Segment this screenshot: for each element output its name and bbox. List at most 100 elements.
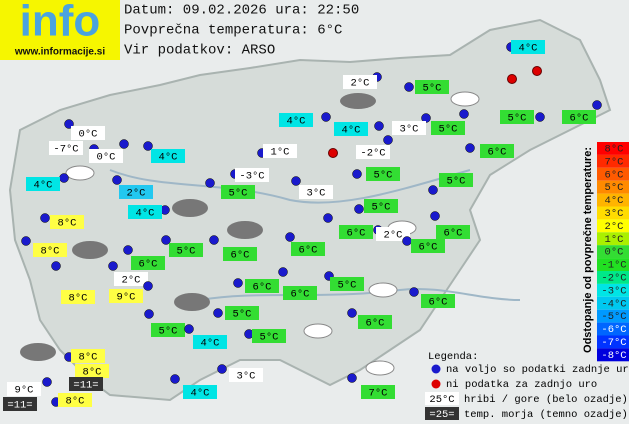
- station-dot: [217, 364, 227, 374]
- legend-sample-text: 25°C: [429, 394, 454, 406]
- station-dot: [59, 173, 69, 183]
- logo: info: [20, 0, 101, 46]
- temp-label: 8°C: [79, 351, 98, 363]
- temp-box: [225, 306, 259, 320]
- legend-dot: [431, 379, 441, 389]
- station-dot: [354, 204, 364, 214]
- river: [109, 169, 471, 204]
- temp-label: 2°C: [384, 229, 403, 241]
- station-dot: [465, 143, 475, 153]
- scale-label: -8°C: [601, 350, 626, 362]
- scale-label: 3°C: [605, 208, 624, 220]
- station-dot: [428, 185, 438, 195]
- scale-swatch: [597, 335, 629, 349]
- temp-box: [223, 247, 257, 261]
- temp-label: 9°C: [15, 384, 34, 396]
- temp-box: [411, 239, 445, 253]
- scale-swatch: [597, 271, 629, 284]
- station-dot: [402, 236, 412, 246]
- scale-label: 1°C: [605, 234, 624, 246]
- scale-label: 0°C: [605, 247, 624, 259]
- legend-sample-text: =25=: [429, 409, 454, 421]
- temp-box: [71, 126, 105, 140]
- temp-label: 3°C: [400, 123, 419, 135]
- scale-label: 6°C: [605, 169, 624, 181]
- station-dot: [51, 261, 61, 271]
- station-dot: [383, 135, 393, 145]
- station-dot: [112, 175, 122, 185]
- temp-box: [330, 277, 364, 291]
- country-shape: [8, 18, 612, 402]
- temp-label: 6°C: [444, 227, 463, 239]
- temp-box: [49, 141, 83, 155]
- temp-box: [283, 286, 317, 300]
- legend-text: na voljo so podatki zadnje ure: [446, 364, 629, 376]
- temp-label: -2°C: [360, 147, 385, 159]
- temp-box: [339, 225, 373, 239]
- temp-box: [75, 364, 109, 378]
- temp-box: [392, 121, 426, 135]
- temp-box: [334, 122, 368, 136]
- legend-sample: [425, 407, 459, 420]
- temp-box: [358, 315, 392, 329]
- temp-label: 2°C: [127, 187, 146, 199]
- temp-box: [299, 185, 333, 199]
- scale-swatch: [597, 193, 629, 207]
- station-dot: [285, 232, 295, 242]
- temp-label: 3°C: [237, 370, 256, 382]
- temp-box: [33, 243, 67, 257]
- temp-label: 2°C: [122, 274, 141, 286]
- temp-box: [436, 225, 470, 239]
- temp-label: 5°C: [260, 331, 279, 343]
- temp-label: 8°C: [69, 292, 88, 304]
- scale-swatch: [597, 180, 629, 194]
- temp-box: [58, 393, 92, 407]
- scale-label: -3°C: [601, 285, 626, 297]
- temp-box: [263, 144, 297, 158]
- temp-box: [562, 110, 596, 124]
- temp-label: 8°C: [66, 395, 85, 407]
- station-dot: [108, 261, 118, 271]
- temp-label: 5°C: [508, 112, 527, 124]
- temp-box: [193, 335, 227, 349]
- scale-swatch: [597, 245, 629, 259]
- scale-swatch: [597, 219, 629, 233]
- scale-label: 7°C: [605, 156, 624, 168]
- temp-box: [69, 377, 103, 391]
- temp-label: 9°C: [117, 291, 136, 303]
- temp-label: 6°C: [253, 281, 272, 293]
- temp-label: 5°C: [159, 325, 178, 337]
- station-dot: [535, 112, 545, 122]
- missing-dot: [328, 148, 338, 158]
- temp-box: [500, 110, 534, 124]
- station-dot: [21, 236, 31, 246]
- temp-label: 6°C: [139, 258, 158, 270]
- temp-box: [361, 385, 395, 399]
- temp-label: -7°C: [53, 143, 78, 155]
- temp-box: [356, 145, 390, 159]
- temp-box: [279, 113, 313, 127]
- temp-label: 4°C: [191, 387, 210, 399]
- scale-label: -2°C: [601, 272, 626, 284]
- station-dot: [184, 324, 194, 334]
- temp-label: 5°C: [372, 201, 391, 213]
- temp-box: [252, 329, 286, 343]
- legend-text: ni podatka za zadnjo uro: [446, 379, 597, 391]
- missing-dot: [507, 74, 517, 84]
- temp-label: 5°C: [447, 175, 466, 187]
- station-dot: [323, 213, 333, 223]
- scale-label: -6°C: [601, 324, 626, 336]
- scale-swatch: [597, 206, 629, 220]
- legend-title: Legenda:: [428, 351, 478, 363]
- station-dot: [592, 100, 602, 110]
- temp-box: [50, 215, 84, 229]
- scale-title: Odstopanje od povprečne temperature:: [582, 147, 594, 353]
- legend-text: temp. morja (temno ozadje): [464, 409, 628, 421]
- temp-label: 4°C: [34, 179, 53, 191]
- temp-box: [364, 199, 398, 213]
- temp-box: [131, 256, 165, 270]
- temp-label: 5°C: [177, 245, 196, 257]
- station-dot: [170, 374, 180, 384]
- temp-box: [119, 185, 153, 199]
